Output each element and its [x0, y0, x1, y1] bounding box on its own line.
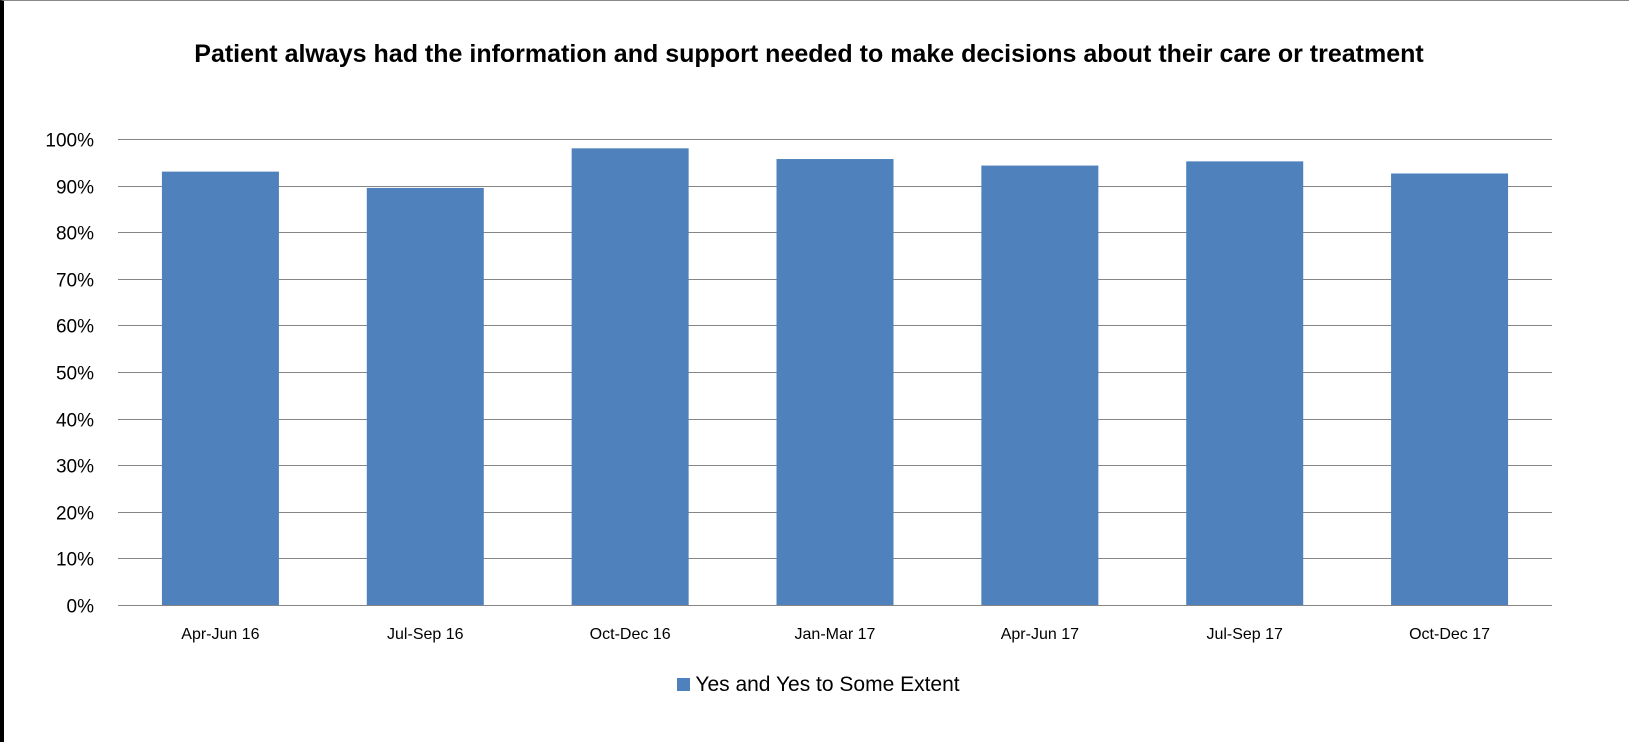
legend: Yes and Yes to Some Extent: [4, 673, 1629, 697]
y-tick-label: 60%: [56, 317, 94, 338]
x-tick-label: Jul-Sep 17: [1206, 626, 1283, 643]
bar: [776, 159, 894, 605]
bar: [366, 187, 484, 605]
bar: [571, 148, 689, 605]
y-tick-label: 30%: [56, 457, 94, 478]
y-tick-label: 10%: [56, 550, 94, 571]
bar: [161, 171, 279, 605]
axes: 0% 10% 20% 30% 40% 50% 60% 70% 80% 90% 100% Apr-Jun…: [45, 131, 1552, 643]
y-tick-label: 0%: [67, 597, 95, 618]
bar: [1391, 173, 1509, 605]
chart-title: Patient always had the information and s…: [194, 40, 1424, 68]
x-tick-label: Oct-Dec 17: [1409, 626, 1490, 643]
y-tick-label: 90%: [56, 178, 94, 199]
y-tick-label: 70%: [56, 271, 94, 292]
y-tick-label: 100%: [45, 131, 94, 152]
x-tick-label: Apr-Jun 17: [1001, 626, 1079, 643]
bar-chart: 0% 10% 20% 30% 40% 50% 60% 70% 80% 90% 100% Apr-Jun…: [45, 131, 1552, 643]
legend-swatch: [677, 678, 691, 691]
x-tick-label: Jan-Mar 17: [795, 626, 876, 643]
legend-label: Yes and Yes to Some Extent: [695, 673, 960, 696]
y-tick-label: 80%: [56, 224, 94, 245]
bar: [981, 165, 1099, 605]
bar: [1186, 161, 1304, 606]
y-tick-label: 40%: [56, 411, 94, 432]
bars: [161, 148, 1509, 606]
y-tick-label: 50%: [56, 364, 94, 385]
x-tick-label: Apr-Jun 16: [181, 626, 259, 643]
x-tick-label: Jul-Sep 16: [387, 626, 464, 643]
y-tick-label: 20%: [56, 504, 94, 525]
x-tick-label: Oct-Dec 16: [590, 626, 671, 643]
